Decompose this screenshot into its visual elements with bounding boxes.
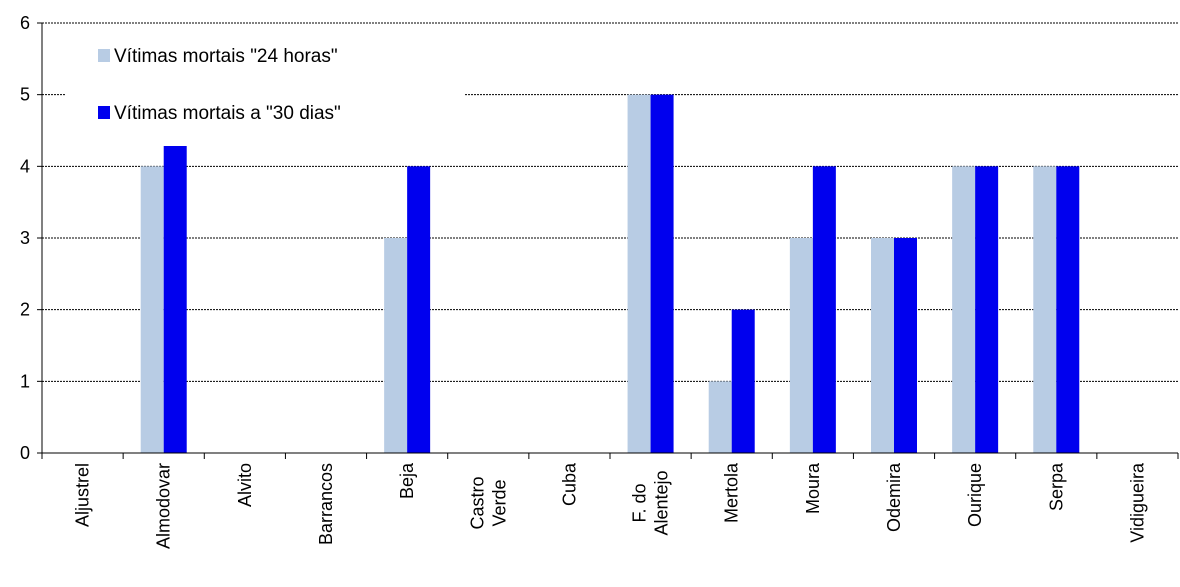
bar-30d [407,166,431,454]
x-tick-label: Mertola [722,462,742,523]
bar-30d [894,238,917,453]
x-tick-label: Castro Verde [467,476,509,529]
x-tick-label: Ourique [965,463,985,527]
y-tick-label: 4 [20,156,30,176]
bar-24h [627,94,651,454]
legend-label: Vítimas mortais "24 horas" [114,46,338,67]
x-tick-label-line: Alentejo [652,470,672,535]
x-tick-label: Vidigueira [1127,462,1147,543]
bar-24h [952,166,976,454]
x-tick-label: Beja [397,462,417,499]
legend-background [66,40,464,146]
x-tick-label: Aljustrel [73,463,93,527]
bar-30d [975,166,999,454]
x-tick-label: Alvito [235,463,255,507]
bar-30d [812,166,836,454]
x-tick-label: Cuba [559,462,579,506]
legend: Vítimas mortais "24 horas" Vítimas mortai… [66,40,464,146]
y-tick-label: 5 [20,85,30,105]
x-tick-label-line: F. do [630,483,650,522]
bars [140,94,1080,454]
x-tick-label: F. do Alentejo [630,470,672,535]
y-tick-label: 1 [20,371,30,391]
x-tick-label-line: Verde [489,479,509,526]
x-tick-label: Barrancos [316,463,336,545]
bar-24h [789,238,813,453]
bar-30d [731,309,755,453]
bar-30d [1056,166,1080,454]
legend-swatch [98,49,110,62]
bar-24h [708,381,732,453]
y-tick-label: 6 [20,13,30,33]
x-tick-label: Almodovar [154,463,174,549]
bar-24h [384,238,408,453]
bar-24h [1033,166,1057,454]
x-tick-label: Odemira [884,462,904,532]
y-tick-label: 2 [20,300,30,320]
y-tick-label: 0 [20,443,30,463]
bar-24h [140,166,164,454]
legend-swatch [98,106,110,119]
legend-label: Vítimas mortais a "30 dias" [114,103,341,124]
y-tick-label: 3 [20,228,30,248]
axes: 0 1 2 3 4 5 6 Aljustrel Almodovar Alvito Barrancos… [20,13,1179,549]
x-tick-label: Serpa [1046,462,1066,511]
x-tick-label: Moura [803,462,823,514]
bar-30d [163,144,187,454]
x-tick-label-line: Castro [467,476,487,529]
bar-30d [650,94,674,454]
bar-24h [871,238,894,453]
